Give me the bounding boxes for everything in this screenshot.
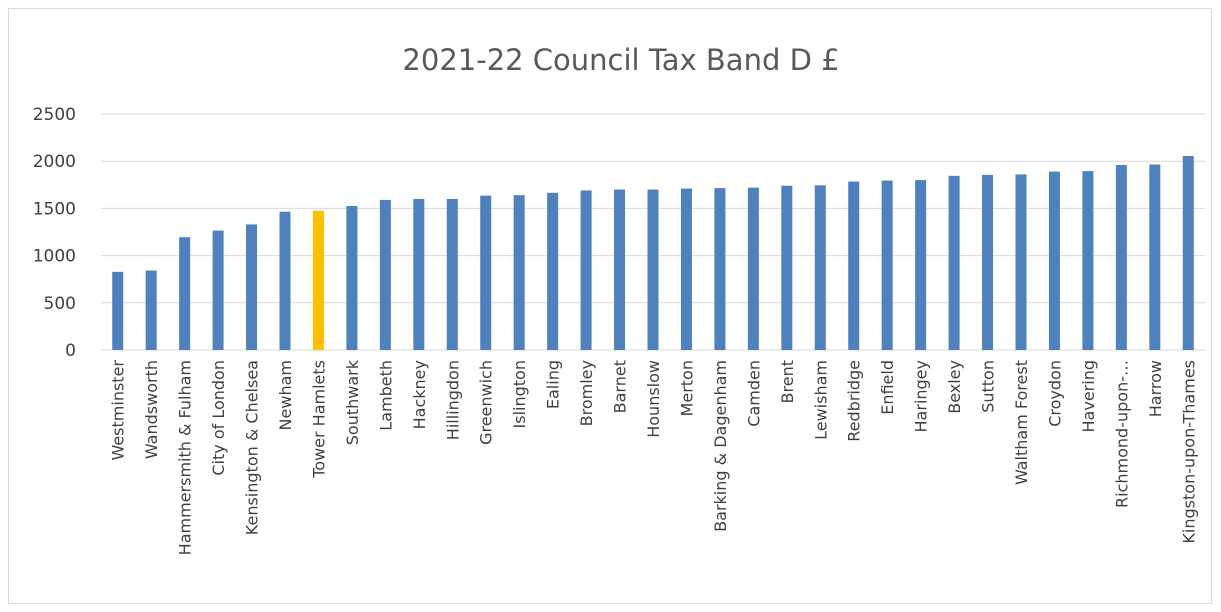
x-category-label: Merton [677,360,696,416]
x-category-label: Bexley [945,360,964,414]
x-category-label: Westminster [109,360,128,461]
bar [714,188,726,350]
x-category-label: Brent [778,360,797,403]
bar [915,180,927,350]
x-category-label: Islington [510,360,529,428]
bar-chart: 2021-22 Council Tax Band D £ 0 500 1000 150… [33,43,1205,555]
y-tick-label: 2500 [33,105,76,125]
bar [781,185,793,350]
bar [179,237,191,350]
x-category-label: Wandsworth [142,360,161,459]
x-category-label: Kingston-upon-Thames [1179,360,1198,544]
bar [547,192,559,350]
x-category-label: Greenwich [477,360,496,445]
x-category-label: Hillingdon [443,360,462,440]
bar [647,189,659,350]
bar [982,174,994,350]
x-category-label: Camden [744,360,763,427]
x-category-label: Havering [1079,360,1098,432]
bar [279,211,291,350]
bar [1115,164,1127,350]
bar [413,198,425,350]
x-category-label: Redbridge [845,360,864,442]
bar [881,180,893,350]
x-category-label: Lewisham [811,360,830,440]
bar [212,230,224,350]
y-tick-label: 1500 [33,199,76,219]
x-category-label: Haringey [912,360,931,432]
bar [814,185,826,350]
bar [580,190,592,350]
bar [680,188,692,350]
bar [1082,171,1094,350]
bar [346,206,358,350]
x-category-label: Southwark [343,359,362,445]
chart-title: 2021-22 Council Tax Band D £ [402,43,839,77]
y-tick-label: 0 [65,341,76,361]
x-category-label: Barking & Dagenham [711,360,730,532]
x-category-label: Tower Hamlets [309,360,328,479]
x-category-label: Richmond-upon-… [1112,360,1131,508]
x-category-label: Sutton [979,360,998,413]
y-tick-label: 1000 [33,247,76,267]
x-category-label: Bromley [577,360,596,426]
x-axis-labels: Westminster Wandsworth Hammersmith & Fulha… [109,359,1199,555]
bar [112,271,124,350]
y-tick-label: 2000 [33,152,76,172]
x-category-label: Enfield [878,360,897,415]
x-category-label: Lambeth [376,360,395,431]
bar [1048,171,1060,350]
x-category-label: Hammersmith & Fulham [176,360,195,555]
bar [1182,156,1194,350]
x-category-label: Hackney [410,360,429,429]
x-category-label: Barnet [611,360,630,413]
y-axis-ticks: 0 500 1000 1500 2000 2500 [33,105,76,361]
x-category-label: Kensington & Chelsea [243,360,262,535]
bar [614,189,626,350]
x-category-label: Harrow [1146,360,1165,417]
bar [513,195,525,350]
x-category-label: Ealing [544,360,563,409]
chart-frame: 2021-22 Council Tax Band D £ 0 500 1000 150… [8,8,1212,604]
bar [246,224,258,350]
x-category-label: Croydon [1045,360,1064,427]
x-category-label: Waltham Forest [1012,360,1031,485]
bar [446,198,458,350]
bar [948,175,960,350]
bar [747,187,759,350]
bar [145,270,157,350]
bar [312,210,324,350]
y-tick-label: 500 [44,294,76,314]
bar [1015,174,1027,350]
bar [379,199,391,350]
bars [112,156,1194,350]
bar [848,181,860,350]
x-category-label: City of London [209,360,228,476]
bar [1149,164,1161,350]
x-category-label: Hounslow [644,360,663,438]
bar [480,195,492,350]
x-category-label: Newham [276,360,295,430]
